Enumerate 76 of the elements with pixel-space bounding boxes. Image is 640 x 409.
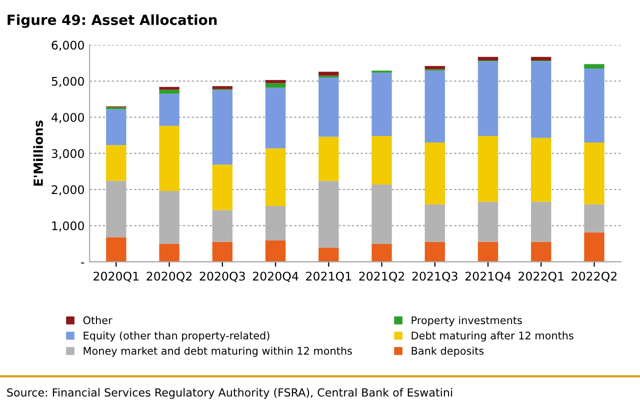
bar [159,190,180,244]
legend-label: Equity (other than property-related) [84,331,270,342]
bar [265,240,286,262]
bar [265,88,286,148]
legend-label: Debt maturing after 12 months [412,331,574,342]
bar [318,72,339,76]
bar [478,136,498,202]
bar [424,66,445,70]
x-tick-label: 2021Q1 [306,272,351,282]
bar [265,148,286,206]
y-axis-title: E'Millions [33,120,43,186]
y-tick-label: 2,000 [52,185,84,196]
bar [212,86,232,90]
bar [159,94,180,126]
y-tick-label: 3,000 [52,149,84,160]
x-tick-label: 2022Q1 [518,272,564,282]
legend-label: Other [83,316,112,324]
x-tick-label: 2021Q4 [465,272,511,282]
bar [106,145,126,181]
bar [478,61,498,136]
bar [265,206,286,240]
source-note: Source: Financial Services Regulatory Authority (FSRA), Central Bank of Eswatini [7,388,452,399]
bar [159,126,180,191]
bar [584,64,604,68]
y-tick-label: - [81,262,84,264]
bar [584,232,604,262]
bar [212,90,232,165]
bar [478,56,498,61]
chart-title: Figure 49: Asset Allocation [8,14,217,28]
bar [212,164,232,210]
legend-label: Property investments [412,316,522,326]
bar [424,242,445,262]
bar [531,56,552,61]
bar [584,142,604,204]
bar [106,180,126,238]
bar [531,138,552,202]
bar [318,180,339,248]
y-tick-label: 1,000 [52,221,84,232]
legend-label: Money market and debt maturing within 12 months [84,346,352,357]
x-tick-label: 2020Q4 [252,272,298,282]
bar [159,244,180,262]
bar [159,90,180,94]
bar [212,242,232,262]
bar [106,109,126,146]
x-tick-label: 2021Q2 [359,272,404,282]
x-tick-label: 2020Q3 [200,272,245,282]
bar [159,86,180,90]
bar [212,210,232,242]
bar [318,78,339,137]
bar [424,70,445,143]
bar [531,202,552,242]
bar [372,184,392,244]
bar [318,248,339,262]
y-tick-label: 5,000 [52,76,84,87]
bar [372,72,392,136]
bar [318,136,339,181]
legend-label: Bank deposits [412,346,484,357]
bar [478,202,498,242]
x-tick-label: 2021Q3 [412,272,458,282]
bar [265,80,286,84]
bar [531,242,552,262]
bar [106,237,126,262]
bar [265,83,286,88]
bar [424,142,445,204]
bar [372,136,392,184]
bar [478,242,498,262]
x-tick-label: 2020Q1 [94,272,138,282]
y-tick-label: 6,000 [52,40,84,51]
y-tick-label: 4,000 [52,112,84,124]
bar [531,61,552,138]
x-tick-label: 2022Q2 [572,272,616,282]
x-tick-label: 2020Q2 [146,272,192,282]
bar [372,244,392,262]
bar [424,204,445,242]
bar [584,204,604,232]
bar [584,68,604,143]
